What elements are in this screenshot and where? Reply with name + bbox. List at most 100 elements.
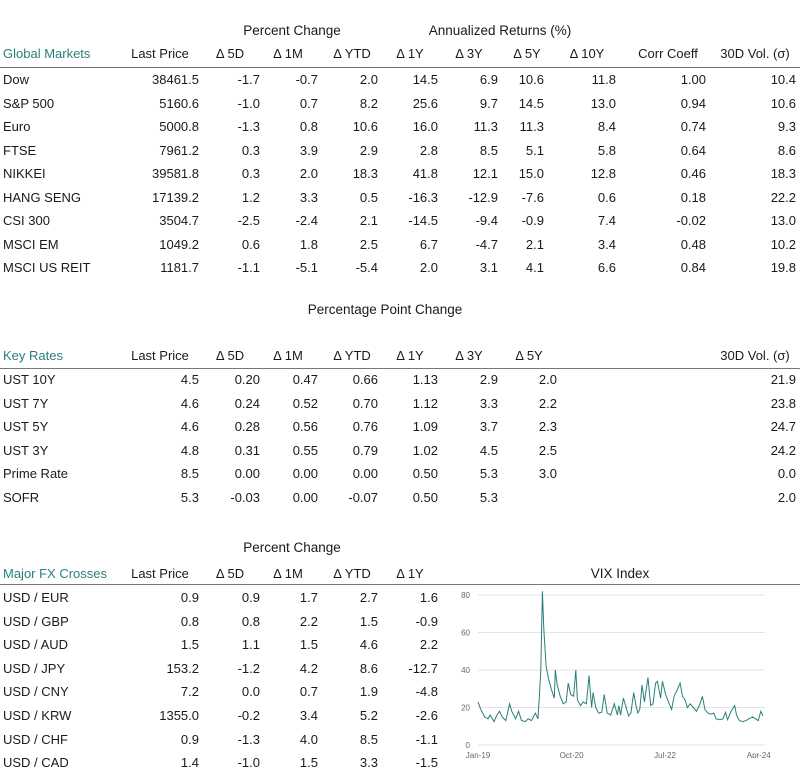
row-label: USD / EUR (3, 590, 69, 605)
table-cell: 0.55 (292, 442, 318, 458)
vix-chart-title: VIX Index (591, 566, 650, 581)
table-cell: 2.0 (777, 490, 796, 505)
table-row: USD / CNY 7.2 0.0 0.7 1.9 -4.8 (0, 684, 800, 708)
table-cell: 2.1 (525, 236, 544, 252)
table-cell: 7.4 (597, 213, 616, 228)
table-cell: 3.1 (479, 260, 498, 275)
table-cell: 17139.2 (152, 189, 199, 205)
table-cell: 3.4 (299, 708, 318, 723)
table-cell: 8.5 (359, 731, 378, 747)
table-cell: 4.6 (180, 419, 199, 435)
table-cell: 13.0 (590, 95, 616, 111)
table-row: USD / JPY 153.2 -1.2 4.2 8.6 -12.7 (0, 661, 800, 685)
table-row: NIKKEI 39581.8 0.3 2.0 18.3 41.8 12.1 15.0 12.8 0… (0, 166, 800, 190)
table-cell: 0.94 (680, 95, 706, 111)
table-cell: 2.1 (359, 213, 378, 228)
table-row: HANG SENG 17139.2 1.2 3.3 0.5 -16.3 -12.9 -7.6 0… (0, 190, 800, 214)
table-cell: 0.3 (241, 166, 260, 181)
table-cell: 7961.2 (159, 142, 199, 158)
table-cell: 3.7 (479, 419, 498, 435)
table-cell: 38461.5 (152, 72, 199, 87)
table-cell: 2.8 (419, 142, 438, 158)
table-cell: 14.5 (518, 95, 544, 111)
table-cell: 0.7 (299, 95, 318, 111)
table-row: FTSE 7961.2 0.3 3.9 2.9 2.8 8.5 5.1 5.8 0.64 8.6 (0, 143, 800, 167)
table-cell: 16.0 (412, 119, 438, 134)
table-cell: 11.3 (519, 119, 544, 134)
table-cell: -2.5 (237, 213, 260, 228)
table-cell: -2.4 (295, 213, 318, 228)
table-cell: 0.00 (292, 466, 318, 482)
table-cell: 2.9 (359, 142, 378, 158)
table-cell: -1.2 (237, 660, 260, 676)
table-cell: 22.2 (770, 189, 796, 205)
table-cell: 18.3 (352, 166, 378, 181)
row-label: USD / CHF (3, 731, 68, 747)
table-cell: 5160.6 (159, 95, 199, 111)
table-cell: 41.8 (412, 166, 438, 181)
table-cell: 0.7 (299, 684, 318, 700)
fx-percent-change-heading: Percent Change (243, 540, 341, 555)
table-cell: 4.5 (479, 442, 498, 458)
table-cell: 7.2 (180, 684, 199, 700)
table-cell: 1.5 (299, 755, 318, 771)
table-cell: 2.2 (538, 395, 557, 411)
x-tick-label: Oct-20 (560, 751, 585, 758)
table-cell: 3.3 (479, 395, 498, 411)
table-row: Dow 38461.5 -1.7 -0.7 2.0 14.5 6.9 10.6 11.8 1.00… (0, 72, 800, 96)
table-cell: 0.24 (234, 395, 260, 411)
table-cell: -0.02 (676, 213, 706, 228)
table-cell: 0.52 (292, 395, 318, 411)
table-row: S&P 500 5160.6 -1.0 0.7 8.2 25.6 9.7 14.5 13.0 0.… (0, 96, 800, 120)
table-cell: 1.1 (241, 637, 260, 653)
table-cell: 1.6 (419, 590, 438, 605)
row-label: USD / KRW (3, 708, 72, 723)
table-cell: -0.7 (295, 72, 318, 87)
table-row: Euro 5000.8 -1.3 0.8 10.6 16.0 11.3 11.3 8.4 0.74… (0, 119, 800, 143)
table-cell: 0.18 (680, 189, 706, 205)
column-header: Δ 5Y (513, 46, 541, 61)
table-row: CSI 300 3504.7 -2.5 -2.4 2.1 -14.5 -9.4 -0.9 7.4… (0, 213, 800, 237)
column-header: Δ 5D (215, 566, 245, 581)
table-row: USD / KRW 1355.0 -0.2 3.4 5.2 -2.6 (0, 708, 800, 732)
table-cell: 15.0 (518, 166, 544, 181)
column-header: Δ YTD (333, 348, 371, 363)
row-label: MSCI EM (3, 236, 59, 252)
column-header: Δ 1Y (396, 46, 424, 61)
table-cell: 0.28 (234, 419, 260, 435)
table-cell: 0.9 (180, 590, 199, 605)
section-title: Major FX Crosses (3, 566, 108, 581)
table-cell: 0.56 (292, 419, 318, 435)
table-row: USD / CAD 1.4 -1.0 1.5 3.3 -1.5 (0, 755, 800, 779)
table-cell: 0.9 (180, 731, 199, 747)
table-cell: 0.48 (680, 236, 706, 252)
row-label: HANG SENG (3, 189, 82, 205)
table-cell: 0.70 (352, 395, 378, 411)
column-header: Δ 3Y (455, 46, 483, 61)
table-cell: 4.6 (180, 395, 199, 411)
table-cell: 4.5 (180, 372, 199, 387)
row-label: USD / JPY (3, 660, 66, 676)
table-cell: 1355.0 (159, 708, 199, 723)
table-cell: -5.1 (295, 260, 318, 275)
table-cell: 1.5 (299, 637, 318, 653)
table-cell: 12.8 (590, 166, 616, 181)
table-cell: 6.6 (597, 260, 616, 275)
table-cell: 8.5 (479, 142, 498, 158)
global-percent-change-heading: Percent Change (243, 23, 341, 38)
table-cell: 13.0 (770, 213, 796, 228)
table-cell: -1.7 (237, 72, 260, 87)
table-cell: 2.0 (419, 260, 438, 275)
column-header: Δ 1Y (396, 566, 424, 581)
table-cell: 24.7 (770, 419, 796, 435)
y-tick-label: 40 (461, 666, 470, 675)
table-cell: 0.64 (680, 142, 706, 158)
table-cell: 0.00 (234, 466, 260, 482)
table-cell: -12.9 (468, 189, 498, 205)
table-cell: 11.3 (473, 119, 498, 134)
global-annualized-returns-heading: Annualized Returns (%) (428, 23, 572, 38)
table-cell: 0.00 (292, 490, 318, 505)
column-header: Δ 3Y (455, 348, 483, 363)
table-cell: 3.4 (597, 236, 616, 252)
table-cell: -0.07 (348, 490, 378, 505)
